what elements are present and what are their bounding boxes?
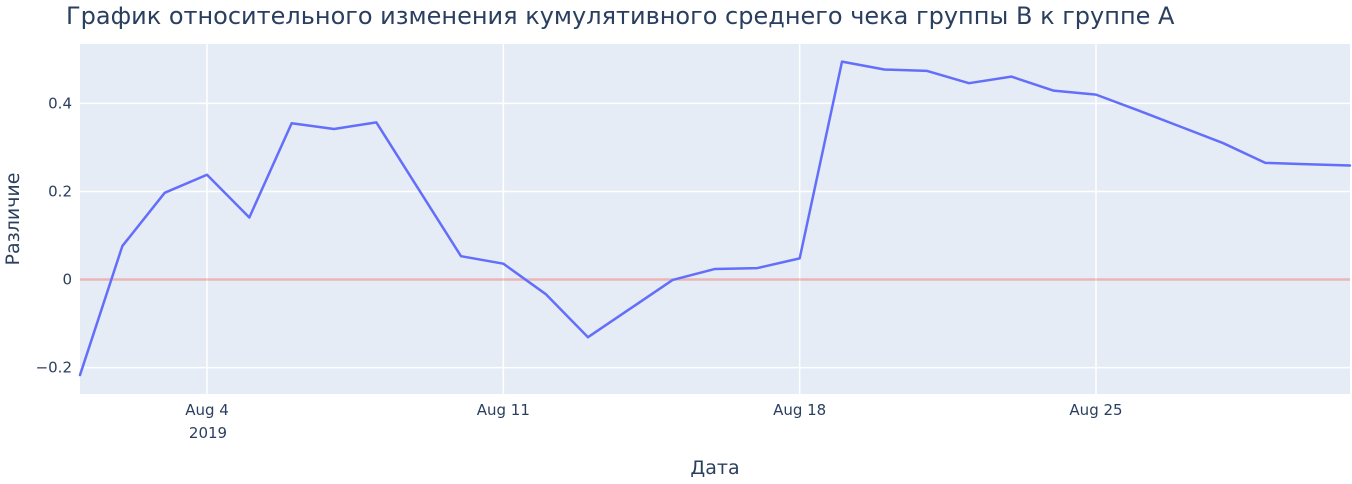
y-tick-label: −0.2 (36, 359, 72, 377)
y-tick-label: 0.2 (48, 182, 72, 200)
y-tick-labels: −0.2 0 0.2 0.4 (36, 94, 72, 376)
x-tick-label: Aug 25 (1069, 401, 1122, 419)
x-axis-year-label: 2019 (189, 424, 227, 442)
series-layer (78, 60, 1352, 377)
series-line (78, 60, 1352, 377)
x-axis-title: Дата (690, 457, 739, 479)
x-tick-labels: Aug 4 Aug 11 Aug 18 Aug 25 (185, 401, 1122, 419)
y-tick-label: 0.4 (48, 94, 72, 112)
chart-title: График относительного изменения кумуляти… (66, 2, 1175, 30)
y-tick-label: 0 (62, 271, 72, 289)
x-tick-label: Aug 18 (773, 401, 826, 419)
x-tick-label: Aug 4 (185, 401, 229, 419)
grid-lines (80, 44, 1350, 394)
y-axis-title: Различие (2, 173, 24, 266)
plot-background (80, 44, 1350, 394)
x-tick-label: Aug 11 (477, 401, 530, 419)
